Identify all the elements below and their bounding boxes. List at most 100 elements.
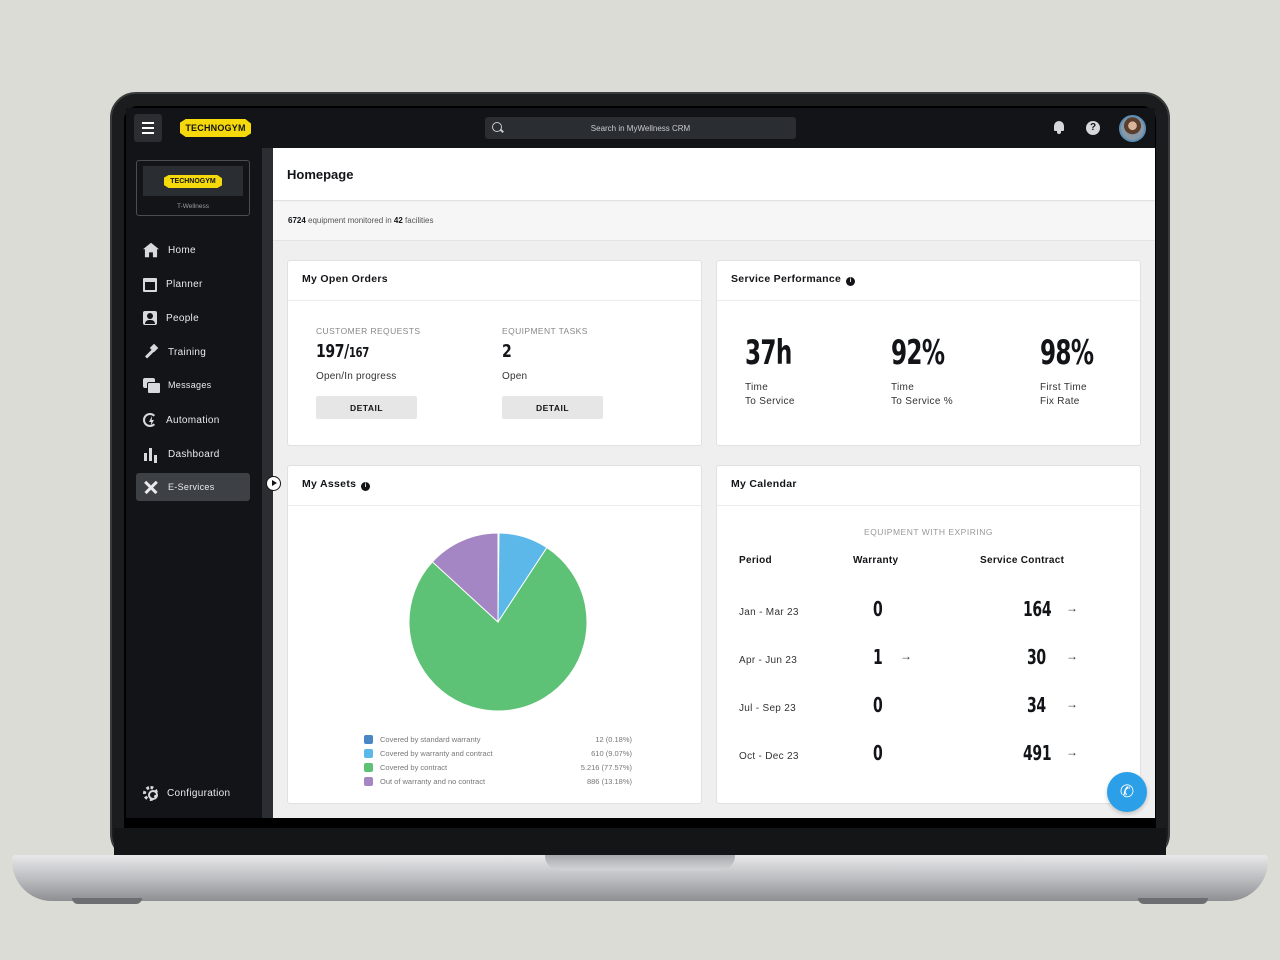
legend-value: 5.216 (77.57%) (580, 763, 632, 773)
card-header: My Calendar (717, 466, 1140, 506)
org-name: T-Wellness (176, 203, 210, 210)
help-icon[interactable]: ? (1086, 121, 1100, 135)
service-contract-count: 34 (1027, 693, 1046, 717)
arrow-right-icon[interactable]: → (900, 649, 912, 663)
sidebar-item-e-services[interactable]: E-Services (136, 473, 250, 501)
avatar[interactable] (1119, 115, 1146, 142)
card-title: Service Performance i (731, 273, 856, 286)
equipment-tasks-sub: Open (502, 371, 528, 382)
info-icon[interactable]: i (846, 277, 856, 286)
service-performance-card: Service Performance i 37h Time To Service … (716, 260, 1141, 446)
card-title: My Calendar (731, 478, 797, 490)
sidebar-item-automation[interactable]: Automation (136, 406, 250, 434)
legend-value: 610 (9.07%) (591, 748, 632, 758)
legend-value: 12 (0.18%) (595, 734, 632, 744)
legend-swatch (364, 748, 373, 758)
sidebar-item-label: Home (168, 244, 196, 256)
home-icon (143, 242, 159, 258)
metric-label: First Time Fix Rate (1040, 381, 1087, 409)
customer-requests-sub: Open/In progress (316, 371, 397, 382)
column-header-warranty: Warranty (853, 555, 899, 566)
card-header: Service Performance i (717, 261, 1140, 301)
assets-pie-chart (408, 532, 588, 712)
customer-requests-progress: 167 (348, 346, 369, 361)
metric-label: Time To Service % (891, 381, 953, 409)
arrow-right-icon[interactable]: → (1066, 649, 1078, 663)
automation-icon (143, 413, 157, 427)
column-header-period: Period (739, 555, 772, 566)
metric-label-line: Fix Rate (1040, 396, 1080, 407)
sidebar-item-training[interactable]: Training (136, 338, 250, 366)
metric-value: 37h (745, 333, 792, 373)
info-icon[interactable]: i (361, 482, 371, 491)
org-switcher[interactable]: TECHNOGYM T-Wellness (136, 160, 250, 216)
metric-label-line: To Service (745, 396, 795, 407)
calendar-period: Jan - Mar 23 (739, 607, 799, 618)
equipment-count: 6724 (288, 216, 306, 225)
sidebar-item-label: E-Services (168, 482, 215, 492)
warranty-count: 0 (873, 597, 883, 621)
metric-label-line: Time (745, 382, 769, 393)
card-title: My Assets i (302, 478, 371, 491)
search-icon (492, 122, 502, 132)
laptop-chin (114, 828, 1166, 856)
search-placeholder: Search in MyWellness CRM (590, 123, 691, 133)
legend-item[interactable]: Out of warranty and no contract 886 (13.1… (364, 775, 632, 789)
equipment-tasks-detail-button[interactable]: DETAIL (502, 396, 603, 419)
metric-value: 92% (891, 333, 945, 373)
equipment-summary: 6724 equipment monitored in 42 facilitie… (273, 202, 1155, 241)
sidebar-item-home[interactable]: Home (136, 236, 250, 264)
legend-label: Out of warranty and no contract (380, 777, 486, 787)
equipment-tasks-value: 2 (502, 341, 512, 362)
sidebar-item-people[interactable]: People (136, 304, 250, 332)
legend-label: Covered by standard warranty (380, 734, 481, 744)
dumbbell-icon (143, 344, 159, 360)
pie-slice-2[interactable] (408, 546, 588, 712)
main-content: Homepage 6724 equipment monitored in 42 … (273, 148, 1155, 818)
service-contract-count: 491 (1023, 741, 1052, 765)
arrow-right-icon[interactable]: → (1066, 697, 1078, 711)
legend-label: Covered by warranty and contract (380, 748, 493, 758)
arrow-right-icon[interactable]: → (1066, 601, 1078, 615)
customer-requests-detail-button[interactable]: DETAIL (316, 396, 417, 419)
sidebar-item-messages[interactable]: Messages (136, 371, 250, 399)
legend-item[interactable]: Covered by standard warranty 12 (0.18%) (364, 732, 632, 746)
sidebar-item-configuration[interactable]: Configuration (136, 779, 250, 807)
technogym-logo[interactable]: TECHNOGYM (180, 119, 251, 137)
metric-label-line: To Service % (891, 396, 953, 407)
service-contract-count: 30 (1027, 645, 1046, 669)
bar-chart-icon (143, 446, 159, 462)
tools-icon (143, 479, 159, 495)
calendar-icon (143, 277, 157, 292)
calendar-period: Apr - Jun 23 (739, 655, 798, 666)
arrow-right-icon[interactable]: → (1066, 745, 1078, 759)
card-header: My Open Orders (288, 261, 701, 301)
sidebar-item-label: Automation (166, 414, 220, 426)
phone-icon[interactable]: ✆ (1107, 772, 1147, 812)
metric-label: Time To Service (745, 381, 795, 409)
legend-item[interactable]: Covered by warranty and contract 610 (9.0… (364, 746, 632, 760)
calendar-period: Jul - Sep 23 (739, 703, 796, 714)
card-header: My Assets i (288, 466, 701, 506)
sidebar-item-planner[interactable]: Planner (136, 270, 250, 298)
laptop-foot-right (1138, 898, 1208, 904)
collapse-sidebar-icon[interactable] (266, 476, 281, 491)
card-title: My Open Orders (302, 273, 388, 285)
search-input[interactable]: Search in MyWellness CRM (485, 117, 796, 139)
assets-card: My Assets i Covered by standard warranty 1… (287, 465, 702, 804)
customer-requests-label: CUSTOMER REQUESTS (316, 326, 421, 336)
legend-item[interactable]: Covered by contract 5.216 (77.57%) (364, 761, 632, 775)
bell-icon[interactable] (1053, 121, 1065, 134)
sidebar: TECHNOGYM T-Wellness Home Planner People… (126, 148, 262, 818)
legend-swatch (364, 777, 373, 787)
metric-label-line: Time (891, 382, 915, 393)
menu-icon[interactable] (134, 114, 162, 142)
calendar-period: Oct - Dec 23 (739, 751, 799, 762)
facility-text: facilities (405, 216, 434, 225)
sidebar-item-dashboard[interactable]: Dashboard (136, 440, 250, 468)
gear-icon (143, 785, 158, 801)
pie-slice-3[interactable] (431, 532, 499, 624)
equipment-text: equipment monitored in (308, 216, 392, 225)
sidebar-item-label: Planner (166, 278, 203, 290)
sidebar-item-label: Training (168, 346, 207, 358)
